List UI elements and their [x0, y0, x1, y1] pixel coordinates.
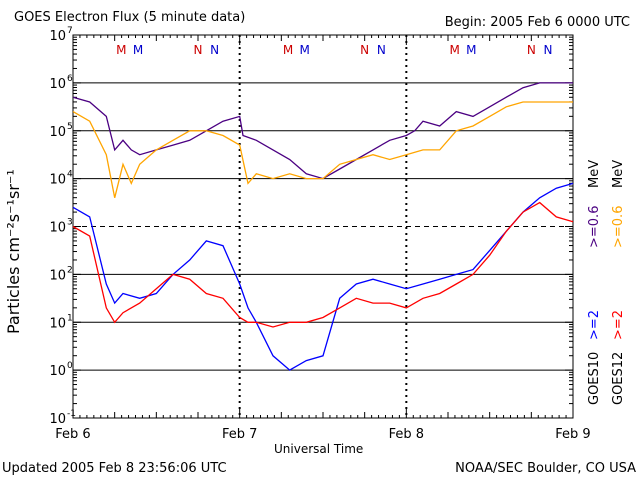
ytick-label-5: 10	[49, 125, 66, 140]
ytick-exp-0: 0	[67, 361, 73, 371]
series-line-3	[72, 201, 574, 328]
ytick-label-3: 10	[49, 221, 66, 236]
marker-N-7: N	[377, 43, 386, 57]
xtick-label-2: Feb 8	[389, 427, 424, 442]
ytick-exp-5: 5	[67, 122, 73, 132]
marker-M-8: M	[449, 43, 459, 57]
ytick-exp-7: 7	[67, 26, 73, 36]
marker-N-3: N	[210, 43, 219, 57]
x-axis-label: Universal Time	[274, 442, 364, 456]
series-line-2	[72, 182, 574, 371]
ytick-exp-4: 4	[67, 170, 73, 180]
series-line-1	[72, 101, 573, 198]
ytick-label-1: 10	[49, 316, 66, 331]
marker-N-11: N	[544, 43, 553, 57]
marker-N-10: N	[527, 43, 536, 57]
ytick-exp--1: -1	[67, 409, 76, 419]
ytick-label--1: 10	[49, 412, 66, 427]
legend-goes10-unit: MeV	[587, 159, 602, 188]
legend-goes10-high: >=2	[587, 309, 602, 340]
marker-N-6: N	[360, 43, 369, 57]
xtick-label-1: Feb 7	[222, 427, 257, 442]
ytick-exp-6: 6	[67, 74, 73, 84]
marker-M-5: M	[299, 43, 309, 57]
legend-goes12-unit: MeV	[611, 159, 626, 188]
xtick-label-0: Feb 6	[55, 427, 90, 442]
marker-M-1: M	[133, 43, 143, 57]
ytick-exp-3: 3	[67, 218, 73, 228]
marker-M-0: M	[116, 43, 126, 57]
ytick-label-6: 10	[49, 77, 66, 92]
marker-M-9: M	[466, 43, 476, 57]
ytick-label-2: 10	[49, 268, 66, 283]
marker-M-4: M	[283, 43, 293, 57]
series-line-0	[72, 82, 573, 180]
footer-credit: NOAA/SEC Boulder, CO USA	[455, 461, 636, 476]
legend-goes12-label: GOES12	[611, 351, 626, 405]
footer-updated: Updated 2005 Feb 8 23:56:06 UTC	[2, 461, 227, 476]
xtick-label-3: Feb 9	[555, 427, 590, 442]
legend-goes12-high: >=2	[611, 309, 626, 340]
chart-title: GOES Electron Flux (5 minute data)	[14, 10, 246, 25]
begin-date: Begin: 2005 Feb 6 0000 UTC	[444, 15, 630, 30]
legend-goes12-low: >=0.6	[611, 205, 626, 248]
legend-goes10-low: >=0.6	[587, 205, 602, 248]
ytick-exp-1: 1	[67, 313, 73, 323]
ytick-exp-2: 2	[67, 265, 73, 275]
y-axis-label: Particles cm⁻²s⁻¹sr⁻¹	[4, 169, 23, 334]
marker-N-2: N	[194, 43, 203, 57]
ytick-label-7: 10	[49, 29, 66, 44]
legend-goes10-label: GOES10	[587, 351, 602, 405]
ytick-label-4: 10	[49, 173, 66, 188]
ytick-label-0: 10	[49, 364, 66, 379]
